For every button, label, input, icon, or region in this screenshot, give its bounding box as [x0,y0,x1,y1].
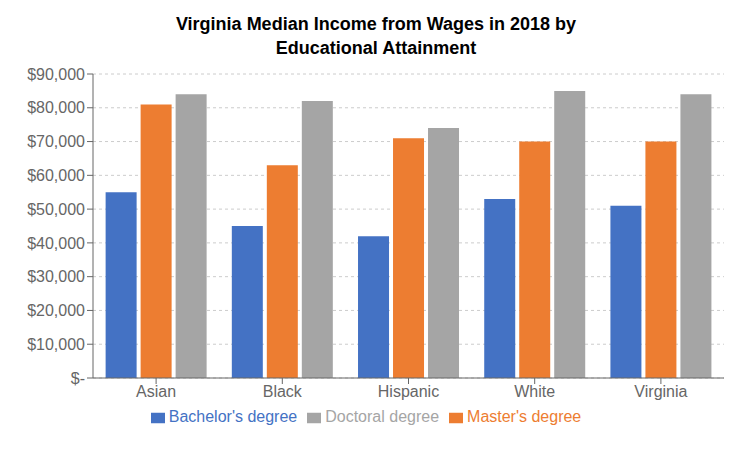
svg-text:$70,000: $70,000 [27,133,85,150]
svg-text:$80,000: $80,000 [27,99,85,116]
html-text:Bachelor's degree: Bachelor's degree [168,408,298,425]
html-text:Virginia Median Income from Wa: Virginia Median Income from Wages in 201… [175,14,577,34]
svg-text:$50,000: $50,000 [27,201,85,218]
svg-text:White: White [514,383,555,400]
svg-text:Black: Black [263,383,303,400]
svg-text:Asian: Asian [136,383,176,400]
svg-text:$90,000: $90,000 [27,66,85,83]
html-text:Educational Attainment: Educational Attainment [275,38,477,58]
svg-text:$60,000: $60,000 [27,167,85,184]
svg-text:$30,000: $30,000 [27,268,85,285]
svg-text:$10,000: $10,000 [27,336,85,353]
svg-text:$40,000: $40,000 [27,235,85,252]
svg-text:$-: $- [71,370,85,387]
html-text:Doctoral degree: Doctoral degree [325,408,439,425]
html-text:Master's degree: Master's degree [467,408,582,425]
svg-text:$20,000: $20,000 [27,302,85,319]
svg-text:Hispanic: Hispanic [378,383,439,400]
svg-text:Virginia: Virginia [634,383,687,400]
